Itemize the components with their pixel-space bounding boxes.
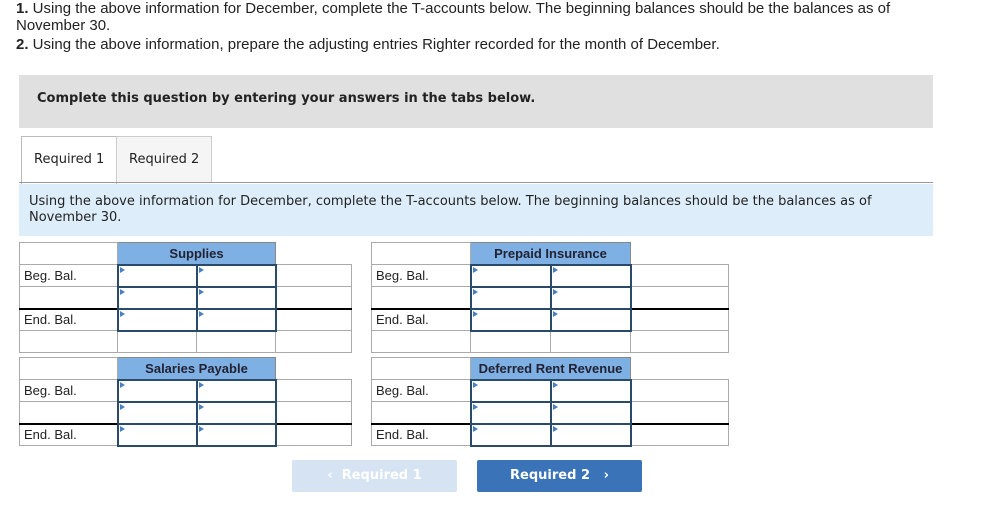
- t-account-row: [19, 285, 352, 310]
- empty-cell: [630, 264, 729, 287]
- credit-input[interactable]: [195, 285, 279, 310]
- t-account-row: Beg. Bal.: [371, 263, 729, 288]
- t-account-salaries-payable: Salaries Payable Beg. Bal. End. Bal.: [19, 357, 352, 447]
- t-account-title: Deferred Rent Revenue: [470, 357, 631, 380]
- credit-input[interactable]: [549, 422, 634, 447]
- t-account-row: Beg. Bal.: [371, 378, 729, 403]
- prev-required-1-button[interactable]: ‹ Required 1: [292, 460, 457, 492]
- empty-cell: [470, 330, 551, 353]
- debit-input[interactable]: [116, 378, 200, 403]
- t-account-deferred-rent-revenue: Deferred Rent Revenue Beg. Bal. End. Bal.: [371, 357, 729, 447]
- row-label: [371, 330, 471, 353]
- row-label: Beg. Bal.: [371, 264, 471, 287]
- debit-input[interactable]: [116, 263, 200, 288]
- tab-required-1[interactable]: Required 1: [21, 136, 118, 184]
- debit-input[interactable]: [469, 285, 554, 310]
- t-account-row: End. Bal.: [19, 422, 352, 447]
- credit-input[interactable]: [549, 378, 634, 403]
- row-label: End. Bal.: [19, 422, 118, 446]
- empty-cell: [275, 286, 352, 309]
- credit-input[interactable]: [549, 307, 634, 332]
- empty-cell: [275, 422, 352, 446]
- empty-cell: [630, 379, 729, 402]
- row-label: [19, 330, 118, 353]
- t-account-row: [19, 330, 352, 353]
- row-label: [19, 401, 118, 424]
- credit-input[interactable]: [195, 263, 279, 288]
- credit-input[interactable]: [549, 285, 634, 310]
- debit-input[interactable]: [469, 422, 554, 447]
- row-label: End. Bal.: [371, 422, 471, 446]
- empty-cell: [275, 264, 352, 287]
- row-label: [371, 286, 471, 309]
- debit-input[interactable]: [469, 378, 554, 403]
- row-label: End. Bal.: [19, 307, 118, 331]
- t-account-row: [19, 400, 352, 425]
- t-account-title: Prepaid Insurance: [470, 242, 631, 265]
- credit-input[interactable]: [549, 400, 634, 425]
- empty-cell: [196, 330, 276, 353]
- t-account-row: [371, 400, 729, 425]
- empty-cell: [630, 286, 729, 309]
- t-account-row: End. Bal.: [371, 307, 729, 332]
- t-account-row: [371, 285, 729, 310]
- t-account-row: End. Bal.: [371, 422, 729, 447]
- row-label: [19, 286, 118, 309]
- credit-input[interactable]: [549, 263, 634, 288]
- empty-cell: [630, 330, 729, 353]
- empty-cell: [630, 307, 729, 331]
- debit-input[interactable]: [469, 263, 554, 288]
- t-account-title: Salaries Payable: [117, 357, 276, 380]
- empty-cell: [275, 379, 352, 402]
- credit-input[interactable]: [195, 378, 279, 403]
- row-label: Beg. Bal.: [19, 379, 118, 402]
- credit-input[interactable]: [195, 307, 279, 332]
- question-line-1b: November 30.: [16, 17, 111, 34]
- empty-cell: [117, 330, 197, 353]
- debit-input[interactable]: [469, 307, 554, 332]
- tab-instructions: Using the above information for December…: [19, 184, 933, 236]
- question-line-2: 2. Using the above information, prepare …: [16, 36, 720, 53]
- debit-input[interactable]: [469, 400, 554, 425]
- question-line-1: 1. Using the above information for Decem…: [16, 0, 891, 17]
- next-required-2-button[interactable]: Required 2 ›: [477, 460, 642, 492]
- tab-divider: [19, 182, 933, 183]
- empty-cell: [630, 422, 729, 446]
- tab-required-2[interactable]: Required 2: [116, 136, 213, 182]
- empty-cell: [275, 307, 352, 331]
- chevron-right-icon: ›: [603, 468, 609, 483]
- empty-cell: [275, 401, 352, 424]
- instruction-banner: Complete this question by entering your …: [19, 75, 933, 128]
- credit-input[interactable]: [195, 400, 279, 425]
- t-account-title: Supplies: [117, 242, 276, 265]
- row-label: [371, 401, 471, 424]
- debit-input[interactable]: [116, 307, 200, 332]
- chevron-left-icon: ‹: [327, 468, 333, 483]
- debit-input[interactable]: [116, 422, 200, 447]
- empty-cell: [550, 330, 631, 353]
- debit-input[interactable]: [116, 285, 200, 310]
- t-account-supplies: Supplies Beg. Bal. End. Bal.: [19, 242, 352, 353]
- t-account-row: Beg. Bal.: [19, 263, 352, 288]
- t-account-row: End. Bal.: [19, 307, 352, 332]
- empty-cell: [275, 330, 352, 353]
- credit-input[interactable]: [195, 422, 279, 447]
- t-account-row: [371, 330, 729, 353]
- empty-cell: [630, 401, 729, 424]
- debit-input[interactable]: [116, 400, 200, 425]
- row-label: Beg. Bal.: [371, 379, 471, 402]
- row-label: Beg. Bal.: [19, 264, 118, 287]
- row-label: End. Bal.: [371, 307, 471, 331]
- t-account-prepaid-insurance: Prepaid Insurance Beg. Bal. End. Bal.: [371, 242, 729, 353]
- t-account-row: Beg. Bal.: [19, 378, 352, 403]
